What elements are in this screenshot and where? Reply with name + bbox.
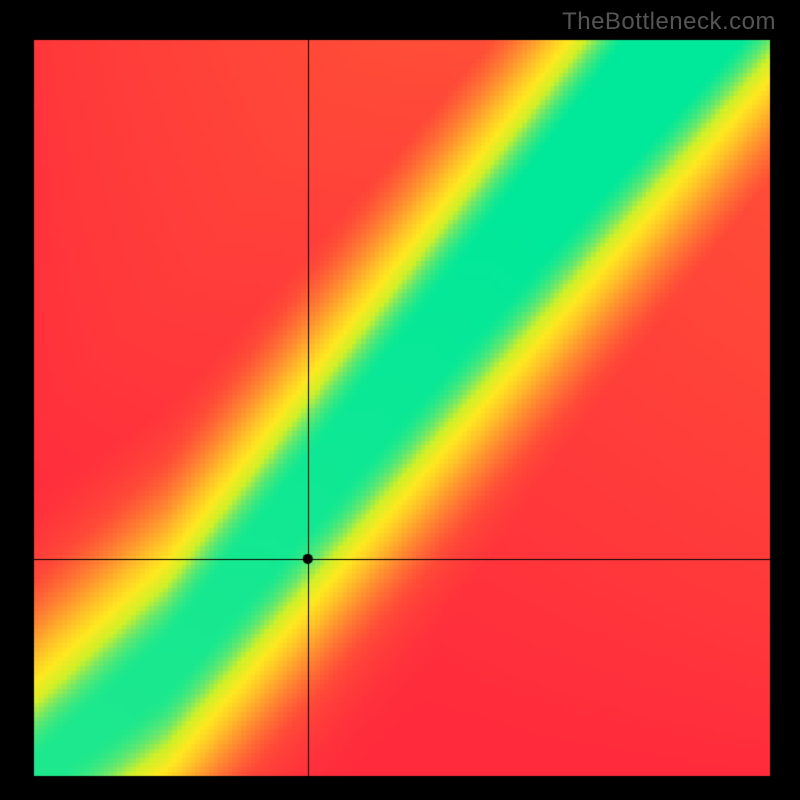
chart-container: TheBottleneck.com xyxy=(0,0,800,800)
watermark-text: TheBottleneck.com xyxy=(562,8,776,36)
heatmap-canvas xyxy=(0,0,800,800)
